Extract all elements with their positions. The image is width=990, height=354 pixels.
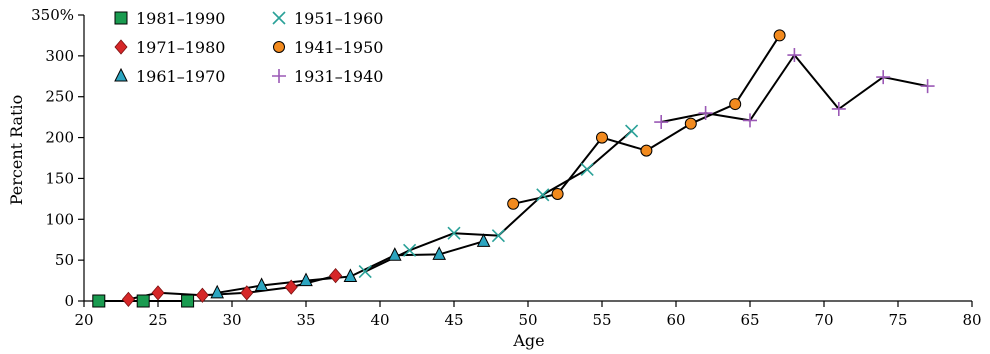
data-point [654,115,669,130]
data-point [299,272,313,287]
legend-marker [272,11,286,25]
legend-marker [114,67,128,82]
y-tick-label: 200 [45,129,74,147]
data-point [773,29,786,42]
x-tick-label: 80 [962,311,981,329]
x-tick-label: 40 [370,311,389,329]
x-tick-label: 70 [814,311,833,329]
x-tick-label: 45 [444,311,463,329]
data-point [536,188,550,202]
y-tick-label: 300 [45,47,74,65]
data-point [729,98,742,111]
data-point [284,279,298,295]
legend-item: 1931–1940 [272,67,383,86]
x-tick-label: 60 [666,311,685,329]
data-point [254,277,269,291]
legend-marker [114,11,128,25]
data-point [476,233,491,247]
data-point [195,287,209,303]
data-point [343,268,358,282]
data-point [920,79,935,94]
data-point [698,106,713,121]
legend-item: 1951–1960 [272,9,383,28]
data-point [787,48,802,63]
x-tick-label: 75 [888,311,907,329]
data-point [831,101,846,116]
legend: 1981–1990 1971–1980 1961–1970 1951–1960 1941… [114,9,383,86]
legend-label: 1961–1970 [136,67,225,86]
data-point [210,284,225,299]
data-point [684,117,697,130]
y-axis-title: Percent Ratio [7,95,26,206]
data-point [551,187,564,200]
series-markers [92,29,935,308]
legend-item: 1961–1970 [114,67,225,86]
y-tick-label: 150 [45,169,74,187]
y-tick-label: 250 [45,88,74,106]
data-point [329,268,343,284]
x-axis-title: Age [512,331,544,350]
legend-item: 1971–1980 [114,38,225,57]
y-tick-label: 350% [31,6,74,24]
data-point [121,291,135,307]
data-point [876,70,891,85]
legend-marker [272,69,286,83]
data-point [596,131,608,144]
data-point [432,246,447,260]
data-point [491,229,505,243]
data-point [358,265,372,279]
axes: 0 50 100 150 200 250 300 350% 20 25 30 35 40 45 50 55 60… [31,6,981,329]
legend-marker [273,41,285,53]
data-point [403,243,417,257]
x-tick-label: 50 [518,311,537,329]
x-tick-label: 20 [74,311,93,329]
x-tick-label: 30 [222,311,241,329]
data-point [136,294,150,308]
legend-label: 1931–1940 [294,67,383,86]
x-tick-label: 65 [740,311,759,329]
data-point [447,226,461,240]
legend-label: 1941–1950 [294,38,383,57]
data-point [151,285,165,301]
data-point [240,285,254,301]
x-tick-label: 25 [148,311,167,329]
x-tick-label: 55 [592,311,611,329]
series-line [217,240,484,294]
legend-label: 1951–1960 [294,9,383,28]
data-point [743,113,757,128]
legend-item: 1981–1990 [114,9,225,28]
data-point [181,294,195,308]
data-point [580,162,594,177]
y-tick-label: 50 [55,251,74,269]
data-point [92,294,106,308]
data-point [640,144,653,157]
legend-label: 1981–1990 [136,9,225,28]
legend-label: 1971–1980 [136,38,225,57]
y-tick-label: 100 [45,210,74,228]
data-point [507,197,520,210]
y-tick-label: 0 [64,292,74,310]
x-tick-label: 35 [296,311,315,329]
data-point [387,247,402,261]
legend-item: 1941–1950 [273,38,383,57]
legend-marker [114,39,128,55]
data-point [625,124,639,138]
series-line [661,54,928,123]
